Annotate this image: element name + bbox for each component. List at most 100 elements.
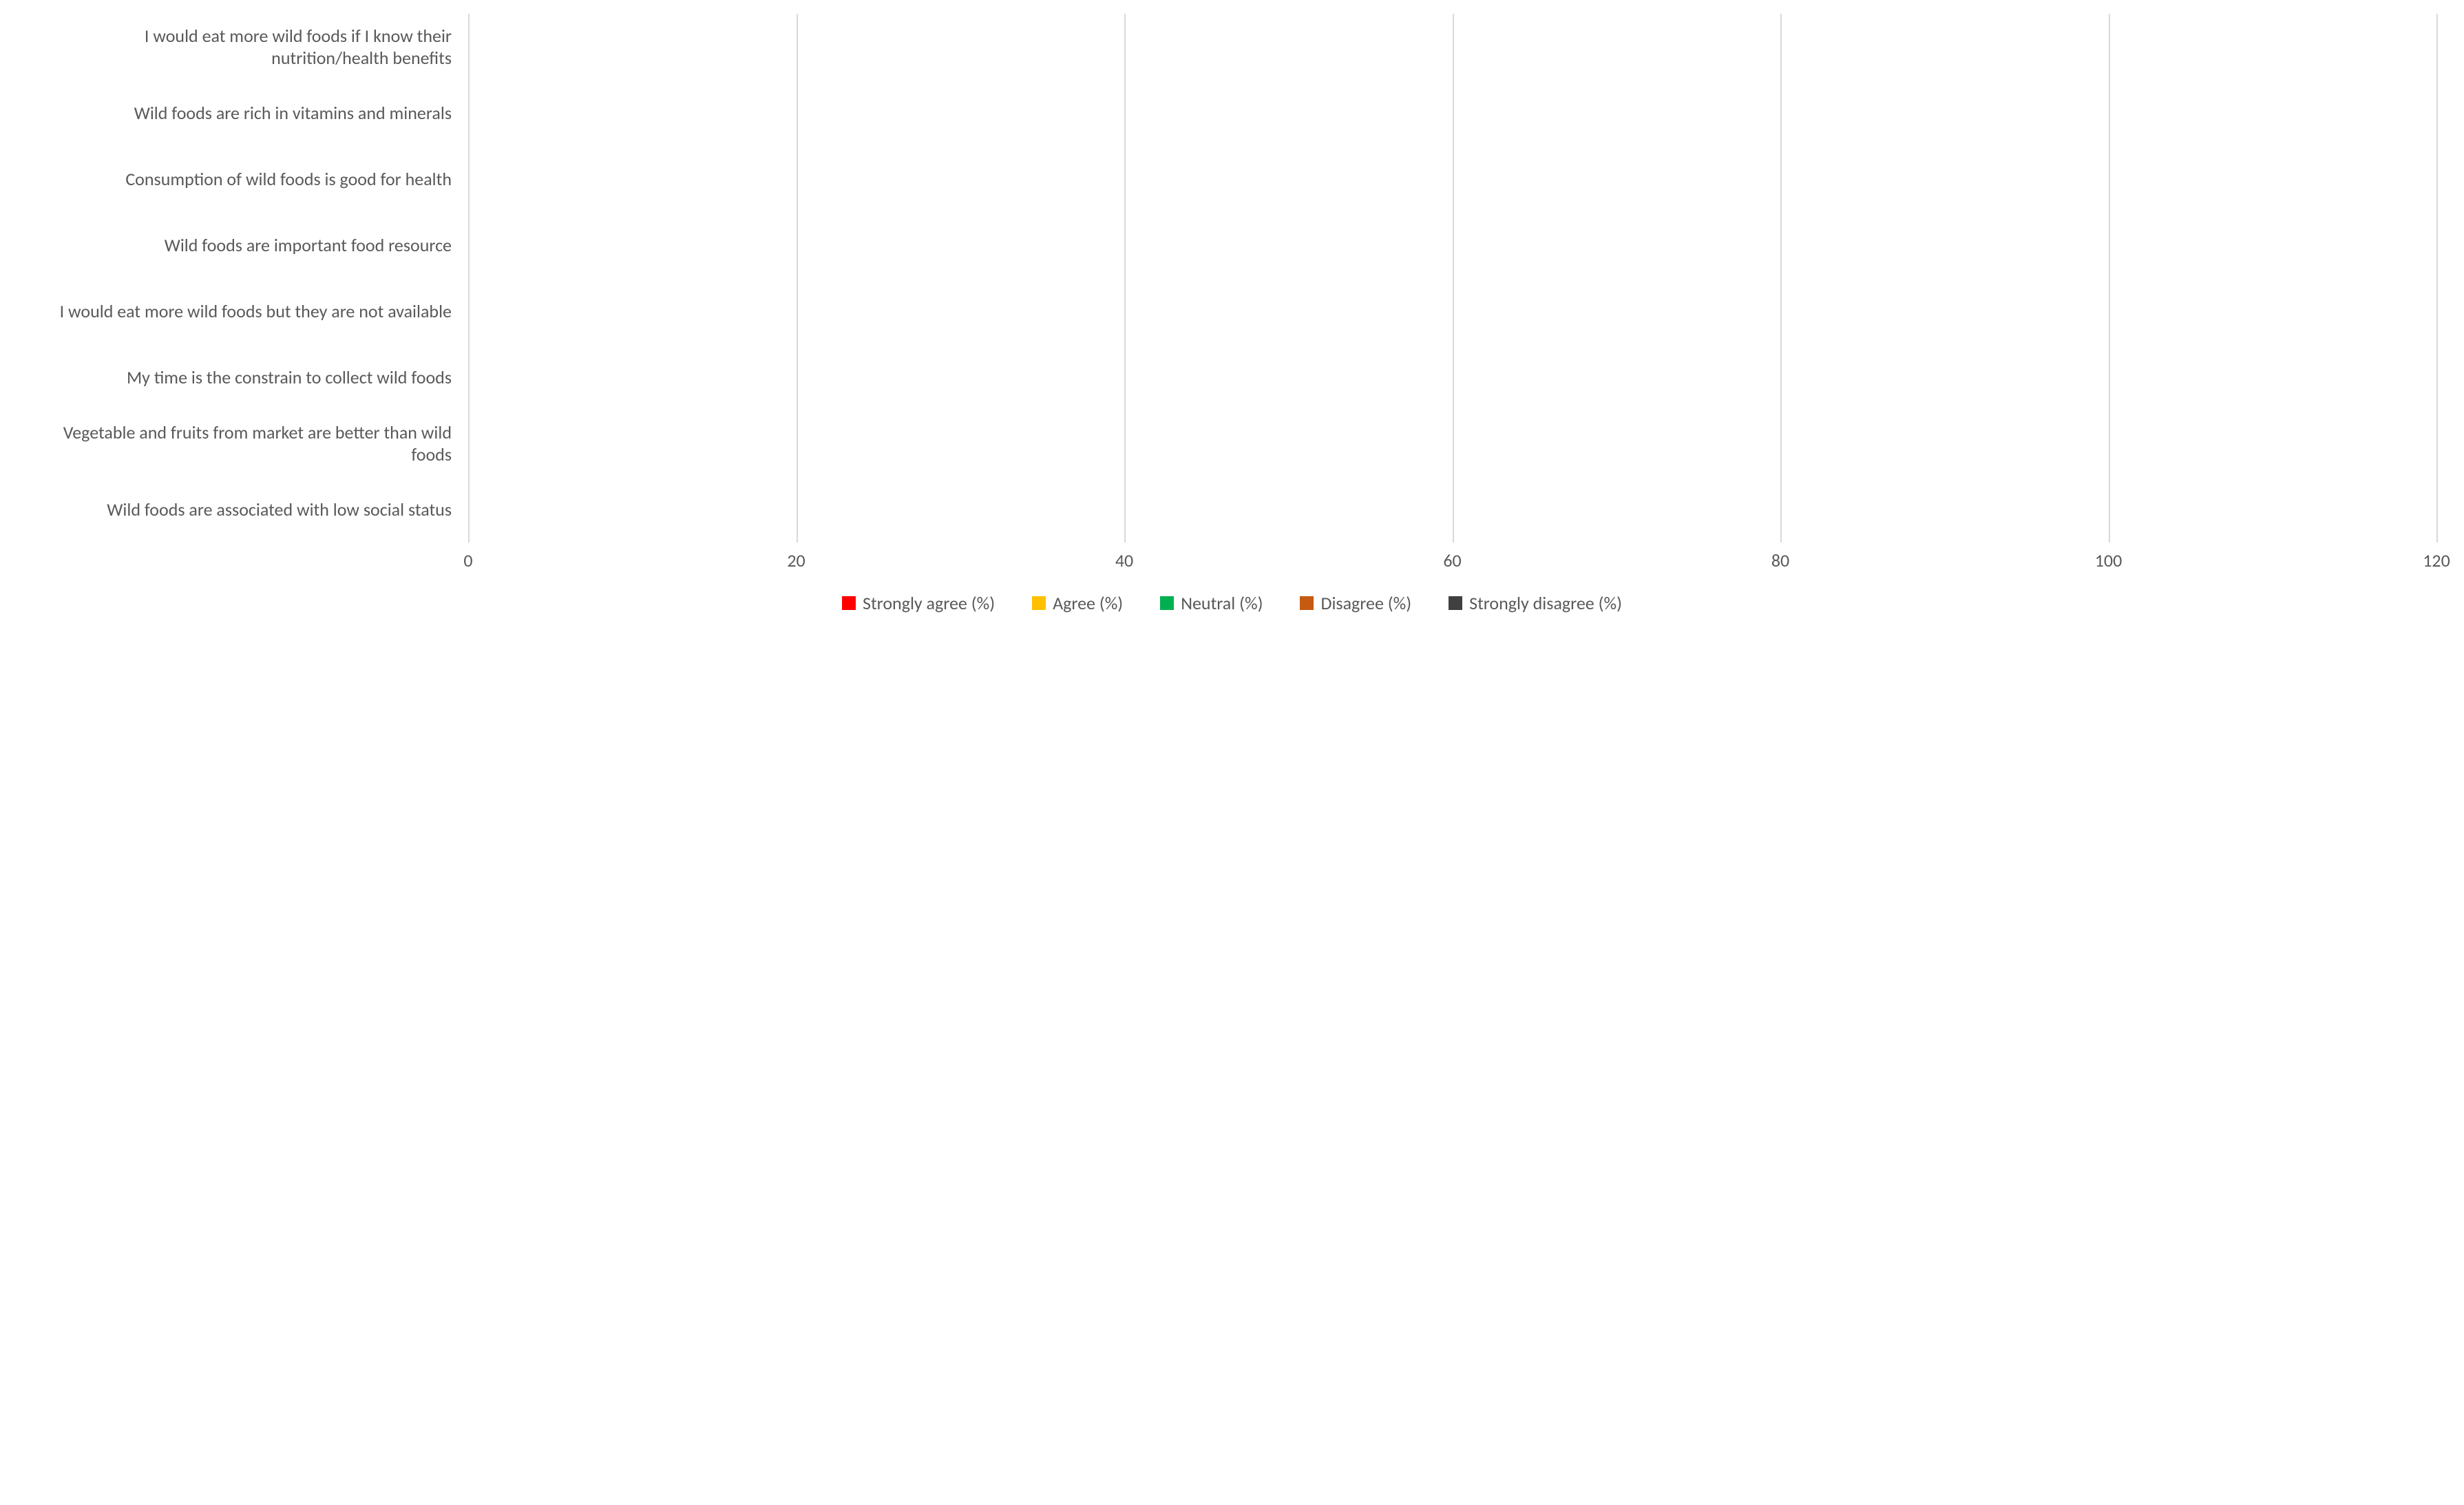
legend-label: Strongly agree (%) <box>863 592 995 614</box>
gridline <box>797 146 798 212</box>
gridline <box>2436 476 2438 543</box>
gridline <box>468 212 470 278</box>
wild-foods-likert-chart: I would eat more wild foods if I know th… <box>0 0 2464 633</box>
gridline <box>797 80 798 146</box>
legend-swatch <box>1449 596 1462 610</box>
gridline <box>1124 344 1126 410</box>
x-axis-ticks: 020406080100120 <box>468 543 2436 576</box>
gridline <box>2109 344 2110 410</box>
gridlines <box>468 344 2436 410</box>
gridline <box>1780 80 1782 146</box>
gridline <box>1124 146 1126 212</box>
gridline <box>468 344 470 410</box>
plot-cell <box>468 476 2436 543</box>
legend-swatch <box>1160 596 1174 610</box>
gridline <box>468 476 470 543</box>
gridline <box>468 14 470 80</box>
legend-item-neutral: Neutral (%) <box>1160 592 1263 614</box>
gridline <box>1453 410 1454 476</box>
legend: Strongly agree (%) Agree (%) Neutral (%) Di… <box>28 576 2436 633</box>
gridline <box>1453 278 1454 344</box>
plot-cell <box>468 14 2436 80</box>
gridline <box>2436 410 2438 476</box>
chart-row: Vegetable and fruits from market are bet… <box>28 410 2436 476</box>
chart-row: My time is the constrain to collect wild… <box>28 344 2436 410</box>
gridline <box>1124 80 1126 146</box>
plot-cell <box>468 410 2436 476</box>
gridline <box>2436 278 2438 344</box>
gridline <box>1453 212 1454 278</box>
category-label: Wild foods are associated with low socia… <box>28 498 468 521</box>
gridline <box>1453 344 1454 410</box>
gridline <box>1780 476 1782 543</box>
plot-cell <box>468 146 2436 212</box>
gridline <box>1124 212 1126 278</box>
plot-area: I would eat more wild foods if I know th… <box>28 14 2436 543</box>
legend-swatch <box>842 596 856 610</box>
x-tick-label: 100 <box>2095 549 2123 571</box>
x-tick-label: 0 <box>463 549 472 571</box>
plot-cell <box>468 278 2436 344</box>
gridline <box>797 212 798 278</box>
plot-cell <box>468 80 2436 146</box>
x-tick-label: 120 <box>2423 549 2450 571</box>
gridline <box>1780 410 1782 476</box>
legend-label: Neutral (%) <box>1181 592 1263 614</box>
gridlines <box>468 80 2436 146</box>
gridline <box>468 146 470 212</box>
gridline <box>2109 476 2110 543</box>
chart-row: Wild foods are important food resource <box>28 212 2436 278</box>
chart-row: I would eat more wild foods if I know th… <box>28 14 2436 80</box>
gridline <box>2109 146 2110 212</box>
legend-label: Disagree (%) <box>1320 592 1411 614</box>
gridline <box>2109 212 2110 278</box>
gridline <box>1780 278 1782 344</box>
gridlines <box>468 146 2436 212</box>
gridlines <box>468 212 2436 278</box>
x-tick-label: 80 <box>1771 549 1789 571</box>
category-label: Consumption of wild foods is good for he… <box>28 168 468 191</box>
x-axis: 020406080100120 <box>28 543 2436 576</box>
gridline <box>2436 344 2438 410</box>
category-label: Wild foods are rich in vitamins and mine… <box>28 102 468 125</box>
plot-cell <box>468 212 2436 278</box>
gridline <box>2436 212 2438 278</box>
gridline <box>797 476 798 543</box>
gridline <box>797 278 798 344</box>
gridline <box>2109 80 2110 146</box>
category-label: Vegetable and fruits from market are bet… <box>28 421 468 466</box>
gridline <box>797 410 798 476</box>
category-label: My time is the constrain to collect wild… <box>28 366 468 389</box>
gridlines <box>468 14 2436 80</box>
gridline <box>1780 212 1782 278</box>
legend-label: Agree (%) <box>1053 592 1123 614</box>
gridline <box>468 80 470 146</box>
gridline <box>1453 146 1454 212</box>
gridline <box>2109 278 2110 344</box>
gridline <box>2436 146 2438 212</box>
legend-item-strongly_disagree: Strongly disagree (%) <box>1449 592 1622 614</box>
chart-row: I would eat more wild foods but they are… <box>28 278 2436 344</box>
gridline <box>468 410 470 476</box>
gridlines <box>468 278 2436 344</box>
gridline <box>797 344 798 410</box>
chart-row: Wild foods are associated with low socia… <box>28 476 2436 543</box>
gridline <box>797 14 798 80</box>
legend-item-disagree: Disagree (%) <box>1300 592 1411 614</box>
legend-item-agree: Agree (%) <box>1032 592 1123 614</box>
gridline <box>1780 146 1782 212</box>
gridline <box>1124 278 1126 344</box>
legend-swatch <box>1300 596 1314 610</box>
gridline <box>1124 410 1126 476</box>
chart-row: Wild foods are rich in vitamins and mine… <box>28 80 2436 146</box>
gridline <box>1453 14 1454 80</box>
x-tick-label: 20 <box>787 549 805 571</box>
legend-item-strongly_agree: Strongly agree (%) <box>842 592 995 614</box>
legend-swatch <box>1032 596 1046 610</box>
x-tick-label: 40 <box>1115 549 1133 571</box>
legend-label: Strongly disagree (%) <box>1469 592 1622 614</box>
plot-cell <box>468 344 2436 410</box>
gridline <box>1780 14 1782 80</box>
gridline <box>2436 14 2438 80</box>
category-label: I would eat more wild foods if I know th… <box>28 25 468 70</box>
